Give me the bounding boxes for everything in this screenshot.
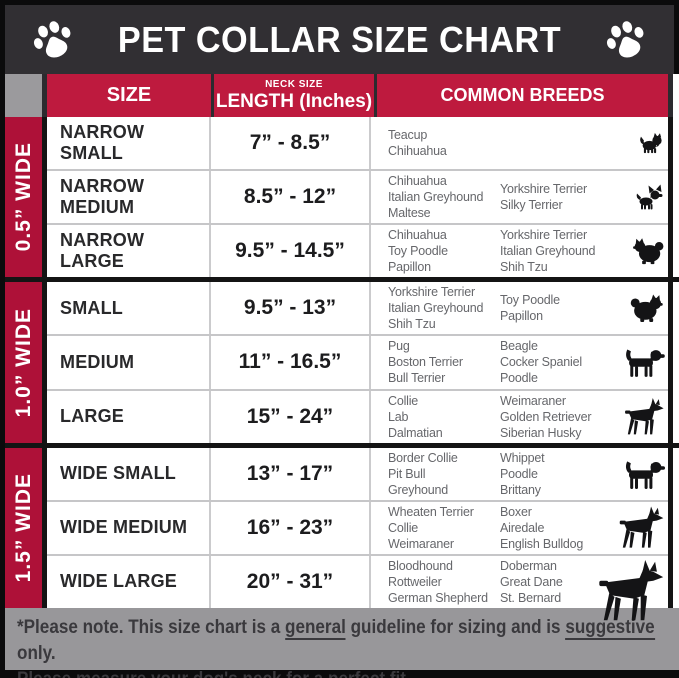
neck-length-value: 9.5” - 14.5” [211, 225, 371, 278]
table-row: WIDE MEDIUM 16” - 23” Wheaten Terrier Co… [47, 501, 668, 556]
table-body: 0.5” WIDE NARROW SMALL 7” - 8.5” Teacup … [5, 117, 679, 608]
neck-length-value: 8.5” - 12” [211, 171, 371, 224]
paw-print-icon [31, 18, 75, 62]
width-group-10: 1.0” WIDE SMALL 9.5” - 13” Yorkshire Ter… [5, 282, 679, 443]
breeds-list: Yorkshire Terrier Italian Greyhound Shih… [500, 228, 596, 275]
neck-length-value: 16” - 23” [211, 501, 371, 554]
header-common-breeds: COMMON BREEDS [377, 74, 668, 117]
breeds-list: Beagle Cocker Spaniel Poodle [500, 339, 582, 386]
table-row: WIDE LARGE 20” - 31” Bloodhound Rottweil… [47, 555, 668, 608]
note-text-line2: Please measure your dog's neck for a per… [17, 669, 406, 678]
table-row: NARROW LARGE 9.5” - 14.5” Chihuahua Toy … [47, 225, 668, 278]
width-group-15: 1.5” WIDE WIDE SMALL 13” - 17” Border Co… [5, 447, 679, 608]
bottom-border [5, 670, 679, 678]
breeds-cell: Border Collie Pit Bull Greyhound Whippet… [371, 448, 668, 500]
breeds-cell: Bloodhound Rottweiler German Shepherd Do… [371, 556, 668, 608]
paw-print-icon [604, 18, 648, 62]
width-group-label-bar: 1.0” WIDE [5, 282, 42, 443]
breeds-cell: Teacup Chihuahua [371, 117, 668, 169]
width-group-label-bar: 0.5” WIDE [5, 117, 42, 278]
size-label: LARGE [47, 390, 211, 443]
table-row: NARROW MEDIUM 8.5” - 12” Chihuahua Itali… [47, 171, 668, 226]
breeds-list: Yorkshire Terrier Silky Terrier [500, 182, 587, 213]
neck-length-value: 13” - 17” [211, 447, 371, 500]
boxer-icon [615, 506, 665, 549]
header-divider [668, 74, 673, 117]
neck-length-value: 7” - 8.5” [211, 117, 371, 170]
table-header: SIZE NECK SIZE LENGTH (Inches) COMMON BR… [5, 74, 679, 117]
size-label: WIDE LARGE [47, 555, 211, 608]
size-label: WIDE SMALL [47, 447, 211, 500]
breeds-cell: Chihuahua Italian Greyhound Maltese York… [371, 171, 668, 223]
note-underlined-word: general [285, 617, 346, 640]
pit-bull-icon [623, 457, 665, 490]
header-length-label: LENGTH (Inches) [215, 91, 373, 112]
breeds-list: Pug Boston Terrier Bull Terrier [388, 339, 463, 386]
breeds-list: Yorkshire Terrier Italian Greyhound Shih… [388, 285, 484, 332]
yorkshire-terrier-icon [638, 132, 665, 154]
breeds-list: Border Collie Pit Bull Greyhound [388, 450, 458, 497]
width-group-label-bar: 1.5” WIDE [5, 447, 42, 608]
note-underlined-word: suggestive [565, 617, 655, 640]
shih-tzu-icon [631, 238, 665, 265]
pomeranian-icon [629, 294, 665, 322]
note-text: *Please note. This size chart is a [17, 617, 286, 638]
header-neck-size-label: NECK SIZE [265, 79, 323, 90]
neck-length-value: 11” - 16.5” [211, 336, 371, 389]
breeds-cell: Yorkshire Terrier Italian Greyhound Shih… [371, 282, 668, 334]
width-group-label: 0.5” WIDE [11, 142, 35, 252]
breeds-list: Weimaraner Golden Retriever Siberian Hus… [500, 393, 592, 440]
breeds-list: Collie Lab Dalmatian [388, 393, 443, 440]
header-corner-cell [5, 74, 42, 117]
breeds-list: Doberman Great Dane St. Bernard [500, 558, 563, 605]
table-row: SMALL 9.5” - 13” Yorkshire Terrier Itali… [47, 282, 668, 337]
breeds-list: Wheaten Terrier Collie Weimaraner [388, 504, 474, 551]
footer-note-text: *Please note. This size chart is a gener… [17, 615, 678, 678]
note-text: only. [17, 643, 56, 664]
neck-length-value: 9.5” - 13” [211, 282, 371, 335]
chihuahua-icon [633, 185, 665, 210]
header-neck-size: NECK SIZE LENGTH (Inches) [214, 74, 374, 117]
breeds-list: Teacup Chihuahua [388, 128, 447, 159]
breeds-cell: Collie Lab Dalmatian Weimaraner Golden R… [371, 391, 668, 443]
group-separator [5, 442, 679, 448]
size-label: NARROW SMALL [47, 117, 211, 170]
table-row: LARGE 15” - 24” Collie Lab Dalmatian Wei… [47, 390, 668, 443]
title-banner: PET COLLAR SIZE CHART [5, 0, 679, 74]
header-size: SIZE [47, 74, 211, 117]
footer-note: *Please note. This size chart is a gener… [5, 608, 679, 678]
breeds-cell: Pug Boston Terrier Bull Terrier Beagle C… [371, 336, 668, 388]
great-dane-icon [593, 560, 665, 623]
size-label: NARROW LARGE [47, 225, 211, 278]
page-title: PET COLLAR SIZE CHART [117, 18, 562, 60]
table-row: WIDE SMALL 13” - 17” Border Collie Pit B… [47, 447, 668, 502]
breeds-list: Bloodhound Rottweiler German Shepherd [388, 558, 488, 605]
group-separator [5, 277, 679, 283]
breeds-list: Toy Poodle Papillon [500, 293, 560, 324]
breeds-list: Boxer Airedale English Bulldog [500, 504, 584, 551]
width-group-05: 0.5” WIDE NARROW SMALL 7” - 8.5” Teacup … [5, 117, 679, 278]
breeds-list: Chihuahua Italian Greyhound Maltese [388, 174, 484, 221]
size-label: WIDE MEDIUM [47, 501, 211, 554]
beagle-icon [623, 347, 665, 378]
size-label: MEDIUM [47, 336, 211, 389]
breeds-list: Chihuahua Toy Poodle Papillon [388, 228, 448, 275]
breeds-cell: Wheaten Terrier Collie Weimaraner Boxer … [371, 502, 668, 554]
width-group-label: 1.0” WIDE [11, 307, 35, 418]
breeds-list: Whippet Poodle Brittany [500, 450, 545, 497]
size-label: SMALL [47, 282, 211, 335]
neck-length-value: 20” - 31” [211, 555, 371, 608]
table-row: NARROW SMALL 7” - 8.5” Teacup Chihuahua [47, 117, 668, 172]
note-text: guideline for sizing and is [345, 617, 566, 638]
breeds-cell: Chihuahua Toy Poodle Papillon Yorkshire … [371, 225, 668, 277]
husky-icon [621, 398, 665, 436]
size-label: NARROW MEDIUM [47, 171, 211, 224]
table-row: MEDIUM 11” - 16.5” Pug Boston Terrier Bu… [47, 336, 668, 391]
neck-length-value: 15” - 24” [211, 390, 371, 443]
width-group-label: 1.5” WIDE [11, 473, 35, 583]
